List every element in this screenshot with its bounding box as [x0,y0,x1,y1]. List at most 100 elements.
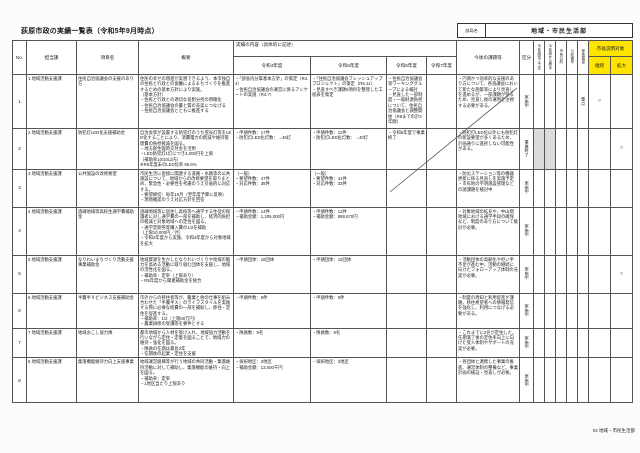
cell-flag [566,206,579,256]
col-header-no: No. [12,40,27,75]
cell-category: 実施中 [519,357,535,404]
cell-section: 5 地域活動支援課 [26,254,77,294]
col-header-category: 区分 [519,40,535,75]
cell-kakudai-mark [610,168,634,208]
cell-year-r5: ・申請件数：11件 ・防犯灯LED化灯数：→40灯 [310,128,387,170]
cell-year-r7 [425,292,458,329]
cell-flag [533,327,546,359]
cell-flag [577,327,590,359]
cell-keizoku-mark [588,168,612,208]
cell-year-r6 [386,206,427,256]
cell-kakudai-mark [610,206,634,256]
cell-flag [544,128,557,170]
cell-category-label: 実施中 [524,303,530,317]
flag-header-label: 今年度から着手 [548,44,553,70]
cell-year-r6: ・令和5年度で事業終了 [386,128,427,170]
col-header-issues: 今後の課題等 [456,40,521,75]
cell-section: 8 地域活動支援課 [26,357,77,404]
cell-no: 7 [12,327,27,359]
cell-category: 実施中 [519,168,535,208]
cell-year-r5: ・申請団体：15団体 [310,254,387,294]
cell-item: 地域おこし協力隊 [76,327,139,359]
cell-flag [555,254,568,294]
cell-item: 半農半Ｘビジネス支援補助金 [76,292,139,329]
cell-keizoku-mark [588,357,612,404]
cell-summary: 市民生活に密接に関連する道路・水路等の公共施設について、地域からの改修要望を取り… [138,168,234,208]
col-header-flag-done: 今年度完了予定 [533,40,546,75]
col-header-flag-director: 部長裁量 [577,40,590,75]
col-header-flag-start: 今年度から着手 [544,40,557,75]
cell-flag [533,74,546,129]
cell-no: 6 [12,292,27,329]
col-header-results-group: 実績の内容（具体的に記述） [232,40,458,57]
cell-no: 1 [12,74,27,129]
cell-category: 事業終了 [519,128,535,170]
cell-summary: 住民の幸せの増進が実感できるよう、本市独自の住民と行政との協働によるまちづくりを… [138,74,234,129]
cell-year-r5: ・申請件数：5件 [310,292,387,329]
cell-kakudai-mark [610,74,634,129]
cell-item: 住民自治協議会の支援のあり方 [76,74,139,129]
cell-flag [577,206,590,256]
cell-category-label: 実施中 [524,181,530,194]
cell-flag [544,74,557,129]
cell-year-r6 [386,254,427,294]
cell-section: 3 地域活動支援課 [26,168,77,208]
col-header-year-r7: 令和7年度 [425,56,458,75]
cell-flag [566,327,579,359]
cell-issues: ・円滑かつ効率的な支援のあり方について、各協議会において新たな施策等により見直し… [456,74,521,129]
cell-category: 実施中 [519,292,535,329]
cell-flag-label: 重点 [581,96,587,106]
cell-kakudai-mark [610,357,634,404]
cell-flag [555,292,568,329]
cell-category: 実施中 [519,254,535,294]
col-header-item: 項目名 [76,40,139,75]
cell-flag [533,254,546,294]
cell-kakudai-mark [610,292,634,329]
cell-year-r4: ・採択地区：3地区 ・補助金額：13,000千円 [233,357,311,404]
cell-category-label: 実施中 [524,267,530,280]
cell-year-r5: ・「住民自治協議会フレッシュアッププロジェクト」の策定（R5.11） ・見直すべ… [310,74,387,129]
cell-category: 実施中 [519,74,535,129]
cell-no: 5 [12,254,27,294]
col-header-mayor-group: 市長説明対象 [588,40,634,57]
cell-keizoku-mark [588,254,612,294]
cell-year-r4: ・「部会内分掌基本方針」の策定（R4.4） ・住民自治協議会の運営に係るアンケー… [233,74,311,129]
col-header-keizoku: 継続 [588,56,612,75]
cell-keizoku-mark [588,206,612,256]
cell-year-r6: ・住民自治協議会等ワーキンググループによる検討 ・見直した一部制度・一般財源負担… [386,74,427,129]
cell-flag [533,206,546,256]
cell-no: 2 [12,128,27,170]
cell-item: なりわいまちづくり活動支援事業補助金 [76,254,139,294]
cell-category-label: 実施中 [524,94,530,108]
cell-year-r4: 〔一般〕 ・要望件数：47件 ・対応件数：35件 [233,168,311,208]
col-header-summary: 概要 [138,40,234,75]
cell-flag [533,357,546,404]
cell-summary: 自治会等が設置する防犯灯のうち蛍光灯等をLED化することにより、消費電力の削減や… [138,128,234,170]
cell-category-label: 実施中 [524,336,530,349]
results-table: No. 担当課 項目名 概要 実績の内容（具体的に記述） 今後の課題等 区分 今… [12,40,634,404]
cell-item: 公共施設の改修要望 [76,168,139,208]
col-header-year-r6: 令和6年度 [386,56,427,75]
col-header-section: 担当課 [26,40,77,75]
cell-summary: 地域資源を生かしたなりわいづくりや地域の魅力を高める活動に取り組む団体を支援し、… [138,254,234,294]
bureau-label: 部局名 [458,24,486,37]
cell-item: 過疎地域等高校生通学費補助金 [76,206,139,256]
cell-flag [555,168,568,208]
cell-summary: 地域運営組織等が行う地域の共同活動・集落維持活動に対して補助し、集落機能の維持・… [138,357,234,404]
cell-year-r5: ・隊員数：8名 [310,327,387,359]
cell-flag [544,357,557,404]
cell-year-r7 [425,74,458,129]
cell-flag [533,168,546,208]
cell-flag [555,327,568,359]
cell-flag [544,254,557,294]
cell-year-r5: ・申請件数：13件 ・補助金額：888,670円 [310,206,387,256]
col-header-flag-pledge-no: 公約番号 [566,40,579,75]
cell-flag: 重点 [577,74,590,129]
